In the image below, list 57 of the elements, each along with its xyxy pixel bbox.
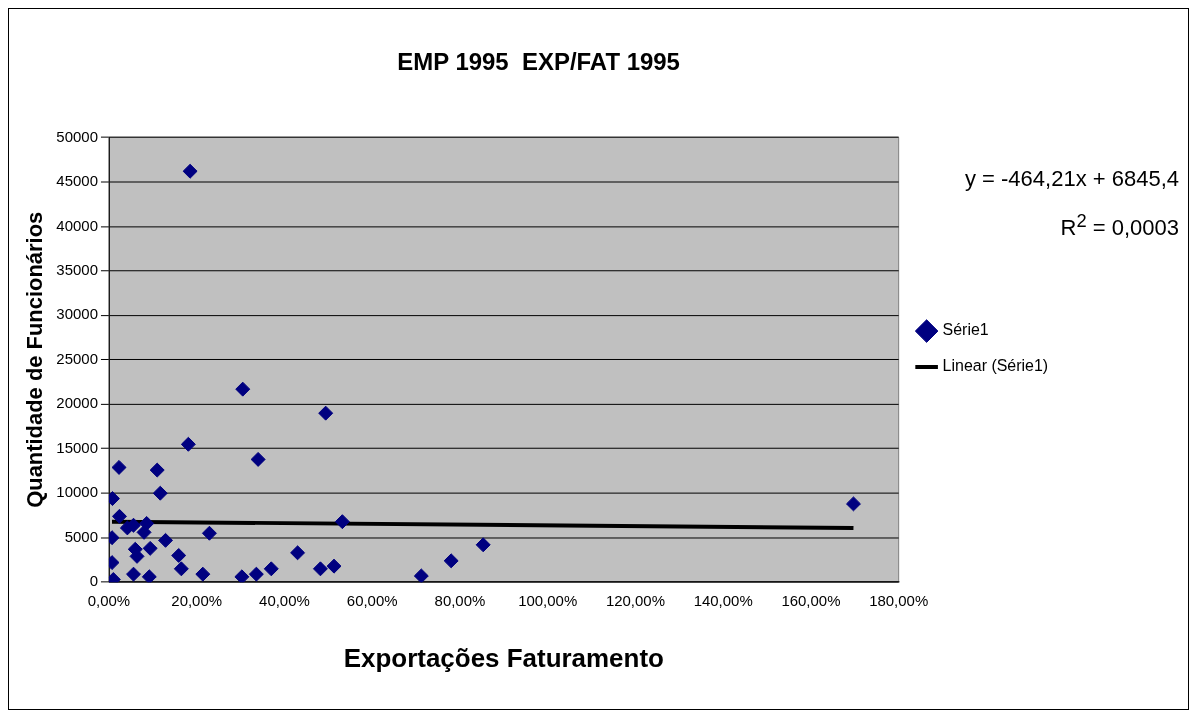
- x-tick-label: 100,00%: [518, 592, 578, 610]
- y-axis-title: Quantidade de Funcionários: [22, 211, 48, 508]
- y-tick-label: 30000: [56, 305, 98, 323]
- point: [141, 569, 157, 583]
- point: [312, 561, 328, 577]
- y-tick-label: 10000: [56, 483, 98, 501]
- point: [111, 508, 127, 524]
- y-tick-label: 20000: [56, 394, 98, 412]
- y-tick-label: 5000: [64, 527, 98, 545]
- x-tick-label: 120,00%: [605, 592, 665, 610]
- y-tick-label: 25000: [56, 349, 98, 367]
- point: [443, 553, 459, 569]
- y-tick-label: 15000: [56, 438, 98, 456]
- x-tick-label: 20,00%: [171, 592, 223, 610]
- point: [152, 485, 168, 501]
- chart-title: EMP 1995 EXP/FAT 1995: [397, 47, 680, 75]
- point: [171, 548, 187, 563]
- point: [334, 514, 350, 530]
- point: [149, 462, 165, 478]
- text: y = -464,21x + 6845,4: [964, 165, 1179, 193]
- point: [126, 566, 141, 582]
- point: [180, 436, 196, 452]
- point: [142, 540, 158, 556]
- point: [173, 561, 189, 577]
- point: [845, 496, 861, 512]
- y-tick-label: 0: [89, 572, 98, 590]
- x-tick-label: 60,00%: [346, 592, 398, 610]
- point: [111, 459, 127, 475]
- point: [201, 525, 217, 541]
- text: R$^{2}$ = 0,0003: [1059, 209, 1179, 243]
- x-tick-label: 80,00%: [434, 592, 486, 610]
- point: [290, 545, 306, 561]
- point: [263, 561, 279, 577]
- point: [195, 566, 211, 582]
- y-tick-label: 35000: [56, 260, 98, 278]
- point: [413, 568, 429, 583]
- point: [234, 569, 250, 583]
- point: [182, 163, 198, 179]
- y-tick-label: 50000: [56, 127, 98, 145]
- y-tick-label: 45000: [56, 172, 98, 190]
- point: [326, 558, 342, 574]
- point: [158, 532, 174, 548]
- x-axis-title: Exportações Faturamento: [343, 643, 664, 672]
- point: [475, 537, 491, 553]
- point: [235, 381, 251, 397]
- x-tick-label: 140,00%: [693, 592, 753, 610]
- x-tick-label: 160,00%: [781, 592, 841, 610]
- point: [318, 405, 334, 421]
- x-tick-label: 0,00%: [87, 592, 131, 610]
- legend-label: Linear (Série1): [942, 357, 1049, 375]
- y-tick-label: 40000: [56, 216, 98, 234]
- x-tick-label: 40,00%: [259, 592, 310, 610]
- point: [136, 524, 152, 540]
- point: [250, 451, 266, 467]
- legend-label: Série1: [942, 321, 989, 339]
- x-tick-label: 180,00%: [869, 592, 929, 610]
- point: [248, 566, 264, 582]
